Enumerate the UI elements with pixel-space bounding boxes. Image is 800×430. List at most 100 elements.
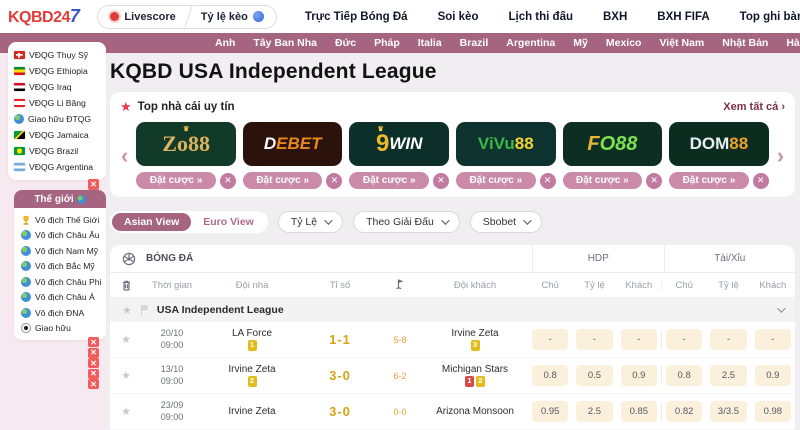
odds-cell[interactable]: 0.9	[620, 365, 657, 386]
sidebar-item-vo-dich-chau-a[interactable]: Vô địch Châu Á	[21, 290, 99, 306]
match-row[interactable]: ★ 13/10 09:00 Irvine Zeta 2 3-0 6-2 Michi…	[110, 358, 795, 394]
sidebar-item-iraq[interactable]: VĐQG Iraq	[14, 79, 100, 95]
sidebar-item-giao-huu[interactable]: Giao hữu	[21, 321, 99, 337]
cnav-nhat-ban[interactable]: Nhật Bản	[722, 37, 769, 49]
nav-lich-thi-dau[interactable]: Lịch thi đấu	[508, 10, 573, 23]
cnav-mexico[interactable]: Mexico	[605, 37, 642, 49]
odds-cell[interactable]: 2.5	[576, 401, 613, 422]
nav-top-ghi-ban[interactable]: Top ghi bàn	[739, 10, 800, 23]
odds-cell[interactable]: -	[620, 329, 657, 350]
bet-button[interactable]: Đặt cược »	[562, 172, 643, 189]
favorite-star-icon[interactable]: ★	[121, 334, 131, 346]
circle-x-icon[interactable]: ✕	[326, 172, 343, 189]
tab-euro-view[interactable]: Euro View	[203, 216, 254, 228]
sidebar-item-argentina[interactable]: VĐQG Argentina	[14, 159, 100, 175]
odds-cell[interactable]: -	[710, 329, 747, 350]
sidebar-item-giao-huu-dtqg[interactable]: Giao hữu ĐTQG	[14, 111, 100, 127]
odds-cell[interactable]: 0.82	[666, 401, 703, 422]
favorite-star-icon[interactable]: ★	[121, 370, 131, 382]
favorite-star-icon[interactable]: ★	[122, 304, 132, 317]
carousel-prev-icon[interactable]: ‹	[121, 142, 129, 168]
livescore-button[interactable]: Livescore	[98, 6, 187, 28]
bookmaker-logo-9win[interactable]: ♛ 9 WIN	[349, 122, 450, 166]
odds-cell[interactable]: 3/3.5	[710, 401, 747, 422]
sidebar-item-label: Giao hữu ĐTQG	[28, 114, 92, 124]
sidebar-item-jamaica[interactable]: VĐQG Jamaica	[14, 127, 100, 143]
sidebar-item-vo-dich-nam-my[interactable]: Vô địch Nam Mỹ	[21, 243, 99, 259]
match-row[interactable]: ★ 23/09 09:00 Irvine Zeta 3-0 0-0 Arizona…	[110, 394, 795, 430]
sidebar-item-vo-dich-the-gioi[interactable]: Vô địch Thế Giới	[21, 212, 99, 228]
cnav-tay-ban-nha[interactable]: Tây Ban Nha	[253, 37, 318, 49]
odds-cell[interactable]: 0.9	[754, 365, 791, 386]
circle-x-icon[interactable]: ✕	[646, 172, 663, 189]
site-logo[interactable]: KQBD247	[8, 6, 80, 26]
close-icon[interactable]: ✕	[88, 358, 99, 368]
cnav-italia[interactable]: Italia	[417, 37, 442, 49]
odds-cell[interactable]: -	[532, 329, 569, 350]
sidebar-item-li-bang[interactable]: VĐQG Li Băng	[14, 95, 100, 111]
bookmaker-logo-debet[interactable]: D EBET	[242, 122, 343, 166]
bookmaker-logo-dom88[interactable]: DOM 88	[669, 122, 769, 166]
cnav-anh[interactable]: Anh	[215, 37, 236, 49]
favorite-star-icon[interactable]: ★	[121, 406, 131, 418]
cnav-viet-nam[interactable]: Việt Nam	[659, 37, 705, 49]
odds-type-dropdown[interactable]: Tỷ Lệ	[277, 211, 344, 233]
league-filter-dropdown[interactable]: Theo Giải Đấu	[353, 211, 460, 233]
sidebar-item-vo-dich-chau-phi[interactable]: Vô địch Châu Phi	[21, 274, 101, 290]
odds-cell[interactable]: 0.8	[666, 365, 703, 386]
sidebar-item-label: VĐQG Argentina	[29, 162, 94, 172]
carousel-next-icon[interactable]: ›	[776, 142, 785, 168]
cnav-my[interactable]: Mỹ	[573, 37, 588, 49]
circle-x-icon[interactable]: ✕	[219, 172, 236, 189]
nav-bxh-fifa[interactable]: BXH FIFA	[657, 10, 710, 23]
chevron-down-icon[interactable]	[777, 304, 786, 313]
odds-cell[interactable]: -	[754, 329, 791, 350]
sidebar-item-vo-dich-dna[interactable]: Vô địch ĐNA	[21, 305, 99, 321]
sidebar-item-vo-dich-chau-au[interactable]: Vô địch Châu Âu	[21, 228, 100, 244]
odds-cell[interactable]: 0.8	[532, 365, 569, 386]
bookmaker-logo-fo88[interactable]: F O88	[562, 122, 663, 166]
sidebar-item-brazil[interactable]: VĐQG Brazil	[14, 143, 100, 159]
cnav-phap[interactable]: Pháp	[374, 37, 400, 49]
close-icon[interactable]: ✕	[88, 368, 99, 379]
trash-icon[interactable]	[121, 279, 132, 291]
tab-asian-view[interactable]: Asian View	[112, 213, 192, 231]
odds-cell[interactable]: -	[666, 329, 703, 350]
cnav-argentina[interactable]: Argentina	[506, 37, 556, 49]
odds-cell[interactable]: 0.5	[576, 365, 613, 386]
odds-cell[interactable]: 0.98	[754, 401, 791, 422]
sidebar-item-vo-dich-bac-my[interactable]: Vô địch Bắc Mỹ	[21, 259, 99, 275]
close-icon[interactable]: ✕	[88, 337, 99, 347]
cnav-han-quoc[interactable]: Hàn Quốc	[786, 37, 800, 49]
match-row[interactable]: ★ 20/10 09:00 LA Force 1 1-1 5-8 Irvine Z…	[110, 322, 795, 358]
close-icon[interactable]: ✕	[88, 379, 99, 389]
bet-button[interactable]: Đặt cược »	[242, 172, 323, 189]
view-all-link[interactable]: Xem tất cả ›	[723, 101, 785, 113]
bet-button[interactable]: Đặt cược »	[349, 172, 430, 189]
bet-button[interactable]: Đặt cược »	[456, 172, 536, 189]
nav-bxh[interactable]: BXH	[603, 10, 628, 23]
nav-live-football[interactable]: Trực Tiếp Bóng Đá	[304, 10, 408, 23]
circle-x-icon[interactable]: ✕	[752, 172, 769, 189]
odds-cell[interactable]: -	[576, 329, 613, 350]
odds-cell[interactable]: 0.95	[532, 401, 569, 422]
sidebar-item-ethiopia[interactable]: VĐQG Ethiopia	[14, 63, 100, 79]
bookmaker-logo-vivu88[interactable]: ViVu 88	[456, 122, 556, 166]
sidebar-item-label: VĐQG Brazil	[29, 146, 79, 156]
league-section-row[interactable]: ★ USA Independent League	[110, 298, 795, 322]
cnav-duc[interactable]: Đức	[335, 37, 357, 49]
bookmaker-dropdown[interactable]: Sbobet	[469, 211, 543, 233]
nav-soi-keo[interactable]: Soi kèo	[437, 10, 479, 23]
circle-x-icon[interactable]: ✕	[433, 172, 450, 189]
sidebar-item-thuy-sy[interactable]: VĐQG Thụy Sỹ	[14, 47, 100, 63]
odds-button[interactable]: Tỷ lệ kèo	[189, 6, 276, 28]
close-icon[interactable]: ✕	[88, 179, 99, 190]
cnav-brazil[interactable]: Brazil	[459, 37, 489, 49]
odds-cell[interactable]: 2.5	[710, 365, 747, 386]
bet-button[interactable]: Đặt cược »	[136, 172, 216, 189]
bookmaker-logo-zo88[interactable]: ♛ Zo88	[136, 122, 236, 166]
circle-x-icon[interactable]: ✕	[539, 172, 556, 189]
odds-cell[interactable]: 0.85	[620, 401, 657, 422]
close-icon[interactable]: ✕	[88, 347, 99, 358]
bet-button[interactable]: Đặt cược »	[669, 172, 749, 189]
